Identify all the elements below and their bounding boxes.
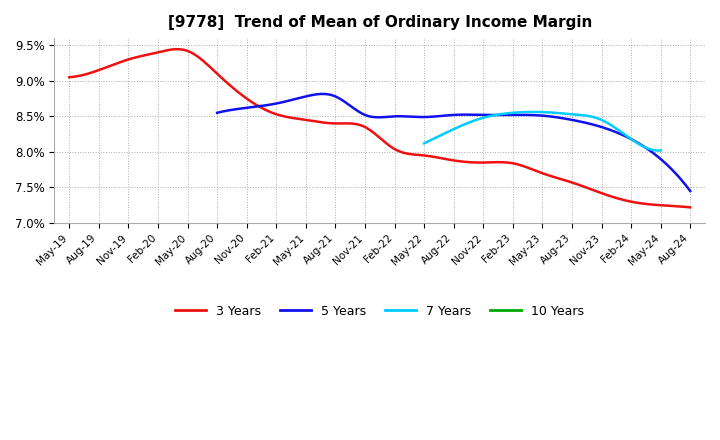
Legend: 3 Years, 5 Years, 7 Years, 10 Years: 3 Years, 5 Years, 7 Years, 10 Years (170, 300, 590, 323)
Title: [9778]  Trend of Mean of Ordinary Income Margin: [9778] Trend of Mean of Ordinary Income … (168, 15, 592, 30)
